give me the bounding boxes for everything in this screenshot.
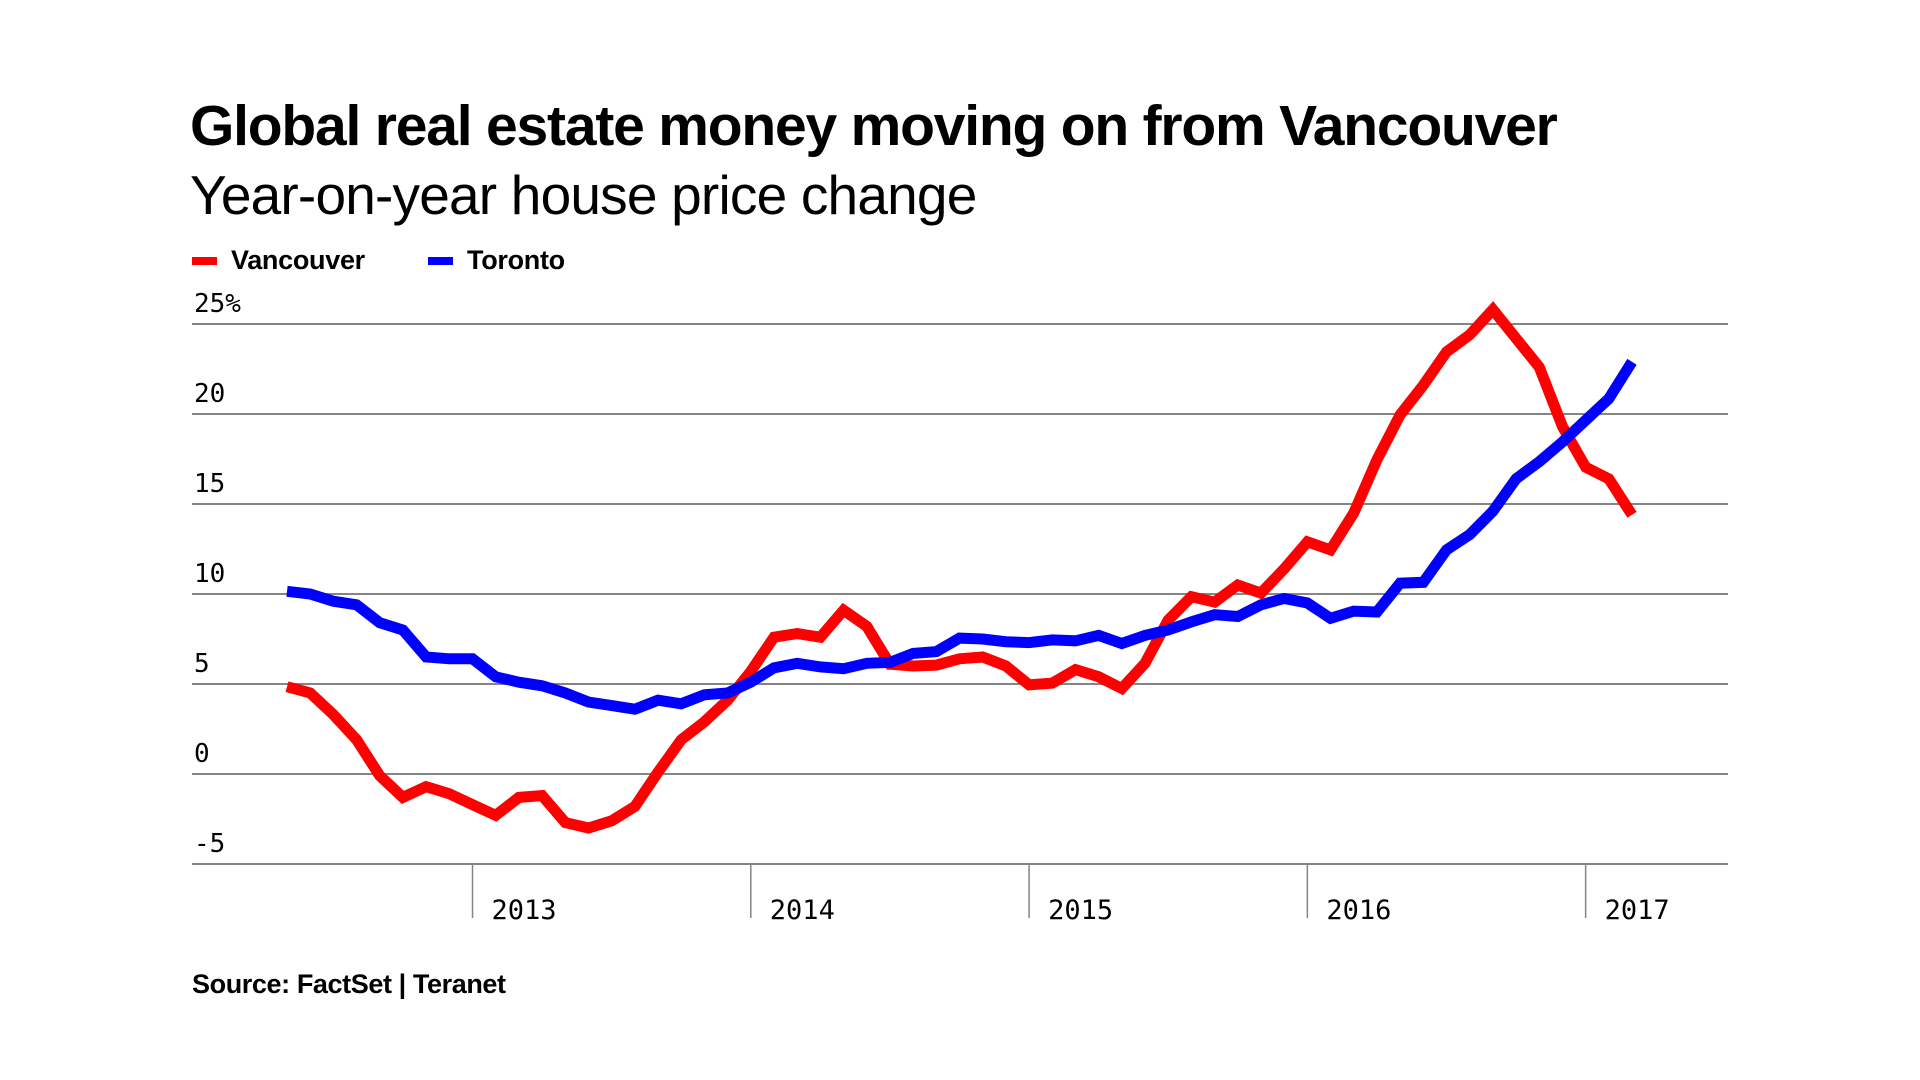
- legend-swatch-vancouver: [192, 256, 217, 265]
- legend-item-toronto: Toronto: [428, 247, 565, 274]
- chart-subtitle: Year-on-year house price change: [190, 164, 977, 226]
- source-note: Source: FactSet | Teranet: [192, 969, 506, 999]
- y-tick-label: 20: [194, 379, 225, 409]
- y-tick-label: 0: [194, 739, 210, 769]
- y-tick-label: 10: [194, 559, 225, 589]
- legend-item-vancouver: Vancouver: [192, 247, 365, 274]
- x-tick-label: 2013: [492, 895, 557, 926]
- series-lines: [285, 301, 1637, 834]
- legend-label-vancouver: Vancouver: [231, 245, 365, 275]
- x-tick-label: 2014: [770, 895, 835, 926]
- gridlines: [192, 323, 1728, 865]
- y-tick-label: 25%: [194, 289, 241, 319]
- y-tick-label: 15: [194, 469, 225, 499]
- series-line-toronto: [286, 358, 1637, 715]
- y-tick-label: 5: [194, 649, 210, 679]
- legend-label-toronto: Toronto: [467, 245, 565, 275]
- chart-title: Global real estate money moving on from …: [190, 94, 1558, 158]
- y-axis-labels: -5 0 5 10 15 20 25%: [194, 289, 241, 859]
- x-tick-label: 2016: [1326, 895, 1391, 926]
- y-tick-label: -5: [194, 829, 225, 859]
- x-tick-label: 2015: [1048, 895, 1113, 926]
- x-axis: 2013 2014 2015 2016 2017: [471, 864, 1670, 926]
- x-tick-label: 2017: [1605, 895, 1670, 926]
- legend-swatch-toronto: [428, 256, 453, 265]
- series-line-vancouver: [285, 301, 1637, 834]
